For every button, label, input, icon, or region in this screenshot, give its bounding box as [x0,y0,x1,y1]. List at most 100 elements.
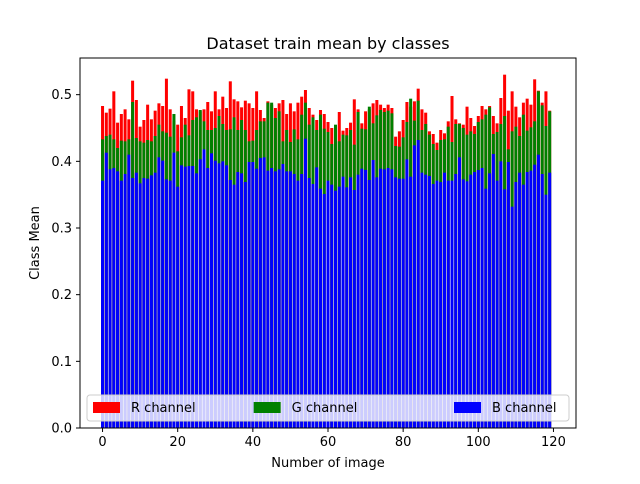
x-tick-label: 0 [98,435,106,450]
bar-b-channel-23 [187,166,191,428]
bar-b-channel-119 [548,172,552,428]
bar-b-channel-104 [491,154,495,428]
bar-b-channel-98 [469,174,473,428]
bar-b-channel-74 [379,168,383,429]
bar-b-channel-108 [506,162,510,428]
bar-b-channel-80 [401,178,405,428]
bar-b-channel-59 [322,194,326,428]
bar-b-channel-63 [337,186,341,428]
bar-b-channel-56 [311,184,315,428]
y-tick-label: 0.3 [51,222,72,237]
bar-b-channel-55 [307,178,311,428]
bar-b-channel-0 [101,180,105,428]
bar-b-channel-71 [367,180,371,428]
bar-b-channel-113 [525,172,529,428]
bar-b-channel-72 [371,160,375,428]
bar-b-channel-88 [431,184,435,428]
bar-b-channel-91 [442,172,446,428]
x-axis-label: Number of image [271,456,385,471]
bar-b-channel-77 [390,169,394,428]
bar-b-channel-82 [409,176,413,428]
bar-b-channel-38 [243,182,247,428]
bar-b-channel-100 [476,170,480,428]
bar-b-channel-85 [420,172,424,428]
bar-b-channel-47 [277,169,281,428]
bar-b-channel-32 [221,161,225,428]
bar-b-channel-45 [270,168,274,428]
series-b-channel [101,138,552,429]
bar-b-channel-58 [318,188,322,428]
bar-b-channel-5 [119,180,123,428]
bar-b-channel-9 [134,172,138,428]
bar-b-channel-15 [157,157,161,428]
y-tick-label: 0.1 [51,355,72,370]
bar-b-channel-93 [450,180,454,428]
legend-box [86,394,570,422]
bar-b-channel-39 [247,162,251,428]
bar-b-channel-83 [412,145,416,428]
y-tick-label: 0.0 [51,422,72,437]
bar-b-channel-28 [206,168,210,428]
bar-b-channel-87 [427,176,431,428]
bar-b-channel-62 [334,190,338,428]
bar-b-channel-21 [179,165,183,428]
bar-b-channel-25 [194,173,198,428]
bar-b-channel-19 [172,152,176,429]
bar-b-channel-69 [360,168,364,429]
legend: R channel G channel B channel [86,394,570,422]
bar-b-channel-64 [341,176,345,428]
bar-b-channel-99 [473,172,477,428]
bar-b-channel-6 [123,174,127,428]
bar-b-channel-107 [503,189,507,428]
bar-b-channel-60 [326,180,330,428]
bar-b-channel-111 [518,172,522,428]
bar-b-channel-118 [544,194,548,428]
bar-b-channel-51 [292,174,296,428]
bar-b-channel-14 [153,172,157,428]
bar-b-channel-43 [262,157,266,428]
legend-label-r-channel: R channel [131,401,196,416]
bar-b-channel-86 [424,174,428,428]
bar-b-channel-115 [533,164,537,429]
bar-b-channel-94 [454,174,458,428]
bar-b-channel-106 [499,161,503,428]
bar-b-channel-7 [127,154,131,429]
y-tick-label: 0.4 [51,155,72,170]
bar-b-channel-3 [112,168,116,428]
bar-b-channel-101 [480,168,484,428]
bar-b-channel-97 [465,181,469,428]
bar-b-channel-95 [458,157,462,428]
bar-b-channel-90 [439,182,443,428]
bar-b-channel-57 [315,167,319,428]
bar-b-channel-36 [236,172,240,428]
bar-b-channel-66 [349,177,353,428]
bar-b-channel-42 [258,158,262,428]
bar-b-channel-20 [176,186,180,428]
bar-b-channel-29 [210,153,214,428]
bar-b-channel-11 [142,178,146,428]
bar-b-channel-37 [240,173,244,428]
bar-b-channel-17 [164,179,168,428]
bar-b-channel-81 [405,159,409,428]
bar-b-channel-54 [303,138,307,429]
bar-b-channel-27 [202,149,206,428]
bar-b-channel-40 [251,162,255,428]
bar-b-channel-73 [375,177,379,428]
x-tick-label: 100 [466,435,491,450]
bar-b-channel-34 [228,180,232,428]
bar-b-channel-53 [300,174,304,428]
bar-b-channel-89 [435,180,439,428]
bars-layer [101,74,552,429]
bar-b-channel-112 [521,184,525,428]
x-tick-label: 120 [541,435,566,450]
x-tick-label: 20 [169,435,186,450]
bar-b-channel-110 [514,182,518,428]
bar-b-channel-35 [232,184,236,428]
bar-b-channel-18 [168,180,172,428]
legend-swatch-b-channel [454,402,481,413]
bar-b-channel-41 [255,168,259,429]
x-tick-label: 40 [245,435,262,450]
bar-b-channel-31 [217,163,221,428]
bar-b-channel-2 [108,169,112,428]
